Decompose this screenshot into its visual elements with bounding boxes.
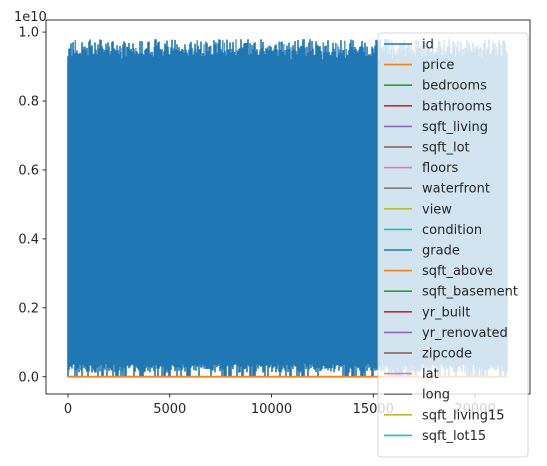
x-tick-label: 10000 xyxy=(251,402,292,417)
legend-label: sqft_above xyxy=(422,264,493,279)
legend-label: lat xyxy=(422,367,439,382)
legend-label: bathrooms xyxy=(422,99,492,114)
legend-label: id xyxy=(422,38,434,53)
legend-item-view: view xyxy=(384,202,452,217)
y-tick-label: 0.6 xyxy=(18,163,39,178)
y-tick-label: 0.4 xyxy=(18,232,39,247)
legend-label: sqft_lot xyxy=(422,141,470,156)
legend-label: condition xyxy=(422,223,482,238)
legend: id price bedrooms bathrooms sqft_living sqft_… xyxy=(377,32,529,458)
legend-item-grade: grade xyxy=(384,244,460,259)
legend-item-long: long xyxy=(384,388,450,403)
legend-label: sqft_living xyxy=(422,120,488,135)
legend-item-lat: lat xyxy=(384,367,439,382)
legend-item-sqft-lot: sqft_lot xyxy=(384,141,470,156)
legend-label: grade xyxy=(422,244,460,259)
legend-box xyxy=(377,32,529,458)
axes-frame xyxy=(45,19,531,395)
legend-item-sqft-lot15: sqft_lot15 xyxy=(384,429,486,444)
legend-label: view xyxy=(422,202,452,217)
legend-label: yr_built xyxy=(422,305,470,320)
y-tick-label: 0.0 xyxy=(18,370,39,385)
y-tick-label: 0.2 xyxy=(18,301,39,316)
legend-item-bathrooms: bathrooms xyxy=(384,99,492,114)
legend-item-sqft-above: sqft_above xyxy=(384,264,493,279)
legend-item-id: id xyxy=(384,38,434,53)
y-tick-label: 1.0 xyxy=(18,26,39,41)
legend-item-condition: condition xyxy=(384,223,482,238)
legend-label: price xyxy=(422,58,454,73)
legend-label: long xyxy=(422,388,450,403)
legend-item-bedrooms: bedrooms xyxy=(384,79,487,94)
x-tick-label: 5000 xyxy=(153,402,186,417)
legend-label: bedrooms xyxy=(422,79,487,94)
legend-label: zipcode xyxy=(422,347,472,362)
legend-item-yr-renovated: yr_renovated xyxy=(384,326,508,341)
legend-item-waterfront: waterfront xyxy=(384,182,490,197)
y-tick-label: 0.8 xyxy=(18,95,39,110)
y-offset-label: 1e10 xyxy=(14,10,47,25)
legend-item-sqft-basement: sqft_basement xyxy=(384,285,518,300)
legend-label: sqft_living15 xyxy=(422,408,505,423)
legend-label: sqft_basement xyxy=(422,285,518,300)
legend-label: sqft_lot15 xyxy=(422,429,486,444)
legend-label: waterfront xyxy=(422,182,490,197)
legend-item-sqft-living15: sqft_living15 xyxy=(384,408,505,423)
legend-item-zipcode: zipcode xyxy=(384,347,472,362)
legend-item-price: price xyxy=(384,58,454,73)
legend-item-floors: floors xyxy=(384,161,458,176)
legend-item-sqft-living: sqft_living xyxy=(384,120,488,135)
legend-label: yr_renovated xyxy=(422,326,508,341)
legend-item-yr-built: yr_built xyxy=(384,305,470,320)
x-tick-label: 0 xyxy=(64,402,72,417)
legend-label: floors xyxy=(422,161,458,176)
